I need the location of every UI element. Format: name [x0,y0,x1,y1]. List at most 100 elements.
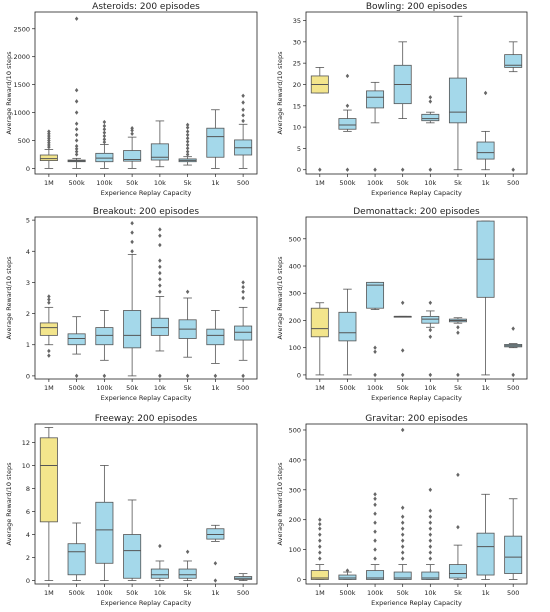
x-tick-label: 50k [397,589,409,597]
chart-panel-2: Bowling: 200 episodes 0 5 10 15 20 25 30 35 Avera… [276,2,528,197]
outlier-point [400,538,405,543]
outlier-point [158,277,162,282]
outlier-point [456,372,460,378]
outlier-point [47,131,51,136]
outlier-point [456,325,460,330]
outlier-point [400,526,405,531]
x-axis-label: Experience Replay Capacity [101,394,192,402]
outlier-point [158,264,162,270]
box-body [206,528,225,540]
outlier-point [102,119,107,125]
box-body [476,532,495,576]
outlier-point [373,167,377,172]
outlier-point [373,496,377,501]
outlier-point [185,139,190,144]
outlier-point [74,121,79,126]
outlier-point [241,107,245,112]
outlier-point [47,136,51,141]
x-tick-label: 500k [339,589,355,597]
x-tick-label: 500k [69,179,85,187]
outlier-point [241,93,245,98]
outlier-point [373,372,377,378]
box-500k [67,316,86,379]
box-1k [476,220,495,376]
outlier-point [241,280,245,285]
box-body [504,535,523,574]
outlier-point [511,326,515,331]
x-tick-label: 50k [126,384,138,392]
box-1M [39,427,58,581]
outlier-point [130,249,134,254]
outlier-point [241,100,245,105]
box-500 [504,41,523,172]
outlier-point [185,132,190,138]
box-1M [310,517,329,580]
outlier-point [345,167,350,172]
x-tick-label: 1M [44,179,54,187]
y-tick-label: 8 [26,485,30,493]
box-body [67,333,86,346]
outlier-point [130,125,134,131]
outlier-point [373,345,377,350]
y-tick-label: 300 [289,486,301,494]
y-tick-label: 500 [289,235,301,243]
x-tick-label: 1k [211,179,219,187]
outlier-point [47,144,51,150]
box-body [206,328,225,346]
box-5k [448,472,467,580]
outlier-point [185,152,190,157]
y-tick-label: 2000 [13,53,30,61]
box-body [150,143,169,161]
x-tick-label: 1M [44,384,54,392]
outlier-point [213,578,218,583]
outlier-point [318,167,322,172]
x-tick-label: 100k [367,384,383,392]
box-10k [421,487,440,580]
box-500k [67,522,86,581]
box-10k [421,300,440,378]
box-500k [338,73,357,172]
outlier-point [47,353,51,358]
x-tick-label: 5k [454,179,462,187]
outlier-point [373,547,377,552]
y-tick-label: 300 [289,290,301,298]
x-tick-label: 100k [96,589,112,597]
outlier-point [428,544,433,549]
outlier-point [318,538,322,543]
x-tick-label: 1k [211,589,219,597]
plot-frame [305,216,528,380]
box-body [421,113,440,122]
outlier-point [373,538,377,543]
x-tick-label: 50k [126,589,138,597]
box-500 [234,573,253,581]
outlier-point [241,289,245,294]
outlier-point [400,556,405,561]
box-100k [95,119,114,169]
chart-title: Freeway: 200 episodes [95,414,198,424]
outlier-point [241,113,245,118]
outlier-point [185,549,190,554]
y-axis-label: Average Reward/10 steps [5,256,13,340]
box-body [338,574,357,580]
y-tick-label: 25 [293,60,301,68]
outlier-point [158,270,162,276]
box-body [123,310,142,349]
outlier-point [428,526,433,531]
box-50k [123,499,142,581]
box-body [150,568,169,579]
outlier-point [158,373,162,379]
plot-frame [34,216,258,380]
box-50k [123,125,142,169]
outlier-point [213,561,218,566]
outlier-point [158,242,162,248]
x-tick-label: 100k [367,589,383,597]
box-body [39,437,58,523]
outlier-point [456,472,460,478]
y-tick-label: 5 [297,145,301,153]
outlier-point [456,524,460,530]
outlier-point [373,349,377,354]
outlier-point [400,514,405,519]
x-tick-label: 1k [482,589,490,597]
x-tick-label: 10k [424,589,436,597]
outlier-point [47,348,51,354]
